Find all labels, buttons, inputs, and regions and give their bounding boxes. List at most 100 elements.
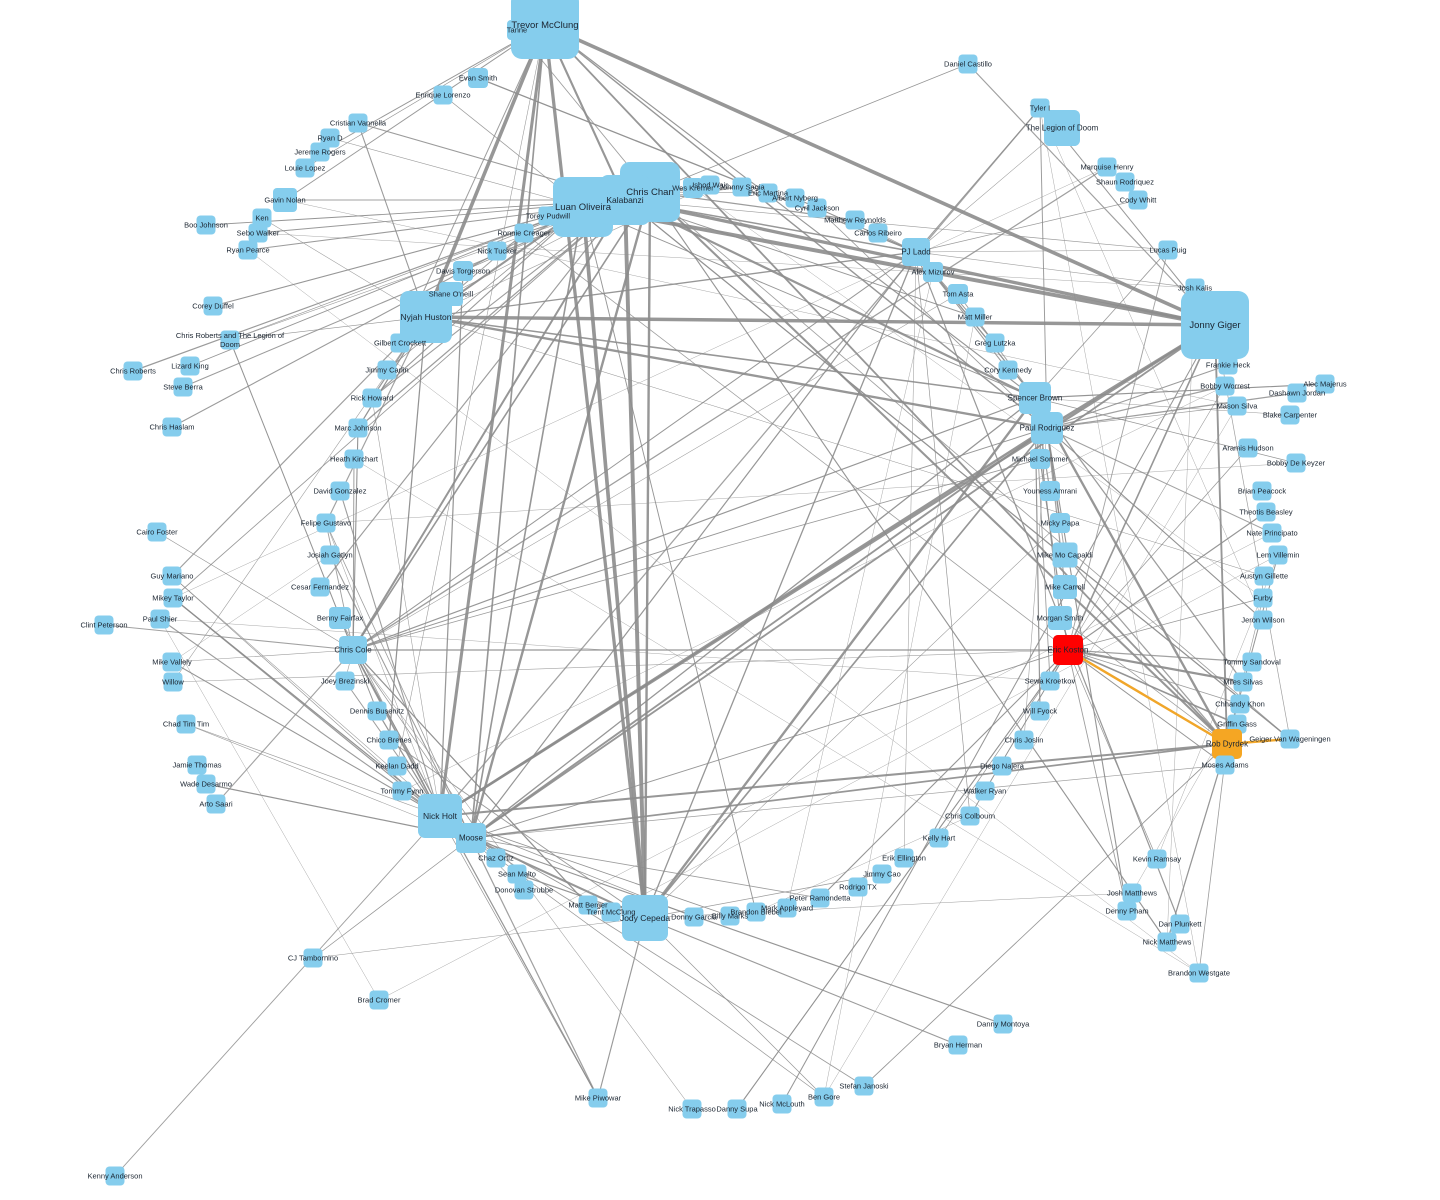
svg-text:Jimmy Carlin: Jimmy Carlin [365, 366, 408, 375]
svg-text:Greg Lutzka: Greg Lutzka [975, 339, 1017, 348]
svg-text:Ben Gore: Ben Gore [808, 1093, 840, 1102]
svg-text:Davis Torgerson: Davis Torgerson [436, 267, 490, 276]
svg-text:Gavin Nolan: Gavin Nolan [264, 196, 305, 205]
svg-text:Griffin Gass: Griffin Gass [1217, 720, 1257, 729]
svg-text:Tommy Fynn: Tommy Fynn [381, 787, 424, 796]
svg-text:Doom: Doom [220, 340, 240, 349]
svg-text:Cristian Vannella: Cristian Vannella [330, 119, 387, 128]
svg-text:Shaun Rodriquez: Shaun Rodriquez [1096, 178, 1154, 187]
svg-text:Mikey Taylor: Mikey Taylor [152, 594, 194, 603]
svg-text:Jereme Rogers: Jereme Rogers [294, 148, 346, 157]
svg-text:Walker Ryan: Walker Ryan [964, 787, 1007, 796]
svg-text:Nick Matthews: Nick Matthews [1143, 938, 1192, 947]
svg-text:Felipe Gustavo: Felipe Gustavo [301, 519, 351, 528]
svg-text:Chris Roberts: Chris Roberts [110, 367, 156, 376]
svg-text:Jimmy Cao: Jimmy Cao [863, 870, 901, 879]
svg-text:Cory Kennedy: Cory Kennedy [984, 366, 1032, 375]
svg-text:CJ Tambornino: CJ Tambornino [288, 954, 338, 963]
svg-text:Peter Ramondetta: Peter Ramondetta [790, 894, 852, 903]
svg-text:David Gonzalez: David Gonzalez [314, 487, 367, 496]
svg-text:Luan Oliveira: Luan Oliveira [555, 202, 612, 213]
svg-text:Tyler I: Tyler I [1030, 104, 1050, 113]
svg-text:Paul Rodriguez: Paul Rodriguez [1020, 424, 1075, 433]
svg-text:Nyjah Huston: Nyjah Huston [400, 312, 451, 322]
svg-text:Will Fyock: Will Fyock [1023, 707, 1057, 716]
svg-text:Alec Majerus: Alec Majerus [1303, 380, 1347, 389]
svg-text:Ryan D: Ryan D [317, 134, 343, 143]
svg-text:Chad Tim Tim: Chad Tim Tim [163, 720, 209, 729]
svg-text:Morgan Smith: Morgan Smith [1037, 614, 1084, 623]
svg-text:Brian Peacock: Brian Peacock [1238, 487, 1287, 496]
svg-text:Ryan Pearce: Ryan Pearce [226, 246, 269, 255]
svg-text:Arto Saari: Arto Saari [199, 800, 233, 809]
svg-text:Willow: Willow [162, 678, 184, 687]
svg-text:Tommy Sandoval: Tommy Sandoval [1223, 658, 1281, 667]
svg-text:Clint Peterson: Clint Peterson [80, 621, 127, 630]
svg-text:Rob Dyrdek: Rob Dyrdek [1206, 740, 1249, 749]
svg-text:Dashawn Jordan: Dashawn Jordan [1269, 389, 1325, 398]
svg-text:Guy Mariano: Guy Mariano [151, 572, 194, 581]
svg-text:Wade Desarmo: Wade Desarmo [180, 780, 232, 789]
svg-text:Alex Mizurov: Alex Mizurov [912, 268, 955, 277]
svg-text:Mike Piwowar: Mike Piwowar [575, 1094, 622, 1103]
svg-text:Kalabanzi: Kalabanzi [606, 195, 643, 205]
svg-text:Bobby De Keyzer: Bobby De Keyzer [1267, 459, 1326, 468]
svg-text:Geiger Van Wageningen: Geiger Van Wageningen [1249, 735, 1330, 744]
svg-text:Steve Berra: Steve Berra [163, 383, 203, 392]
svg-text:Kenny Anderson: Kenny Anderson [87, 1172, 142, 1181]
svg-text:Danny Montoya: Danny Montoya [977, 1020, 1030, 1029]
svg-text:Jonny Giger: Jonny Giger [1189, 320, 1240, 331]
svg-text:Aramis Hudson: Aramis Hudson [1222, 444, 1273, 453]
svg-text:Moses Adams: Moses Adams [1201, 761, 1248, 770]
svg-text:Donny Garcia: Donny Garcia [671, 913, 718, 922]
svg-text:Billy Marks: Billy Marks [712, 912, 749, 921]
svg-text:Sewa Kroetkov: Sewa Kroetkov [1025, 677, 1076, 686]
svg-text:Frankie Heck: Frankie Heck [1206, 361, 1250, 370]
svg-text:Josiah Gatlyn: Josiah Gatlyn [307, 551, 352, 560]
svg-text:Dennis Busenitz: Dennis Busenitz [350, 707, 404, 716]
svg-text:Mike Mo Capaldi: Mike Mo Capaldi [1037, 551, 1093, 560]
svg-text:Lizard King: Lizard King [171, 362, 209, 371]
svg-text:Mike Carroll: Mike Carroll [1045, 583, 1085, 592]
svg-text:Matt Berger: Matt Berger [568, 901, 608, 910]
svg-text:Sebo Walker: Sebo Walker [237, 229, 280, 238]
svg-text:Diego Najera: Diego Najera [980, 762, 1025, 771]
svg-text:Sean Malto: Sean Malto [498, 870, 536, 879]
svg-text:Blake Carpenter: Blake Carpenter [1263, 411, 1318, 420]
svg-text:Evan Smith: Evan Smith [459, 74, 497, 83]
svg-text:Bobby Worrest: Bobby Worrest [1200, 382, 1250, 391]
svg-text:Chhandy Khon: Chhandy Khon [1215, 700, 1265, 709]
svg-text:PJ Ladd: PJ Ladd [901, 248, 930, 257]
svg-text:Josh Kalis: Josh Kalis [1178, 284, 1212, 293]
svg-text:Jeron Wilson: Jeron Wilson [1241, 616, 1284, 625]
svg-text:Shane O'neill: Shane O'neill [429, 290, 474, 299]
svg-text:Nick McLouth: Nick McLouth [759, 1100, 804, 1109]
svg-text:Theotis Beasley: Theotis Beasley [1239, 508, 1293, 517]
svg-text:Chris Joslin: Chris Joslin [1005, 736, 1044, 745]
svg-text:Keelan Dadd: Keelan Dadd [375, 762, 418, 771]
svg-text:Bryan Herman: Bryan Herman [934, 1041, 982, 1050]
svg-text:Rick Howard: Rick Howard [351, 394, 394, 403]
svg-text:Matt Miller: Matt Miller [958, 313, 993, 322]
svg-text:Benny Fairfax: Benny Fairfax [317, 614, 364, 623]
svg-text:Lucas Puig: Lucas Puig [1149, 246, 1186, 255]
svg-text:Joey Brezinski: Joey Brezinski [321, 677, 370, 686]
svg-text:Albert Nyberg: Albert Nyberg [772, 194, 818, 203]
svg-text:Gilbert Crockett: Gilbert Crockett [374, 339, 427, 348]
svg-text:Furby: Furby [1253, 594, 1272, 603]
svg-text:Spencer Brown: Spencer Brown [1008, 394, 1063, 403]
svg-text:Kelly Hart: Kelly Hart [923, 834, 956, 843]
svg-text:Louie Lopez: Louie Lopez [285, 164, 326, 173]
svg-text:The Legion of Doom: The Legion of Doom [1026, 124, 1099, 133]
svg-text:Daniel Castillo: Daniel Castillo [944, 60, 992, 69]
svg-text:Lem Villemin: Lem Villemin [1257, 551, 1300, 560]
svg-text:Cesar Fernandez: Cesar Fernandez [291, 583, 349, 592]
svg-text:Tanne: Tanne [507, 26, 527, 35]
svg-text:Miles Silvas: Miles Silvas [1223, 678, 1263, 687]
svg-text:Chaz Ortiz: Chaz Ortiz [478, 854, 514, 863]
svg-text:Boo Johnson: Boo Johnson [184, 221, 228, 230]
svg-text:Heath Kirchart: Heath Kirchart [330, 455, 379, 464]
svg-text:Brad Cromer: Brad Cromer [358, 996, 401, 1005]
svg-text:Corey Duffel: Corey Duffel [192, 302, 234, 311]
svg-text:Chico Brenes: Chico Brenes [366, 736, 411, 745]
